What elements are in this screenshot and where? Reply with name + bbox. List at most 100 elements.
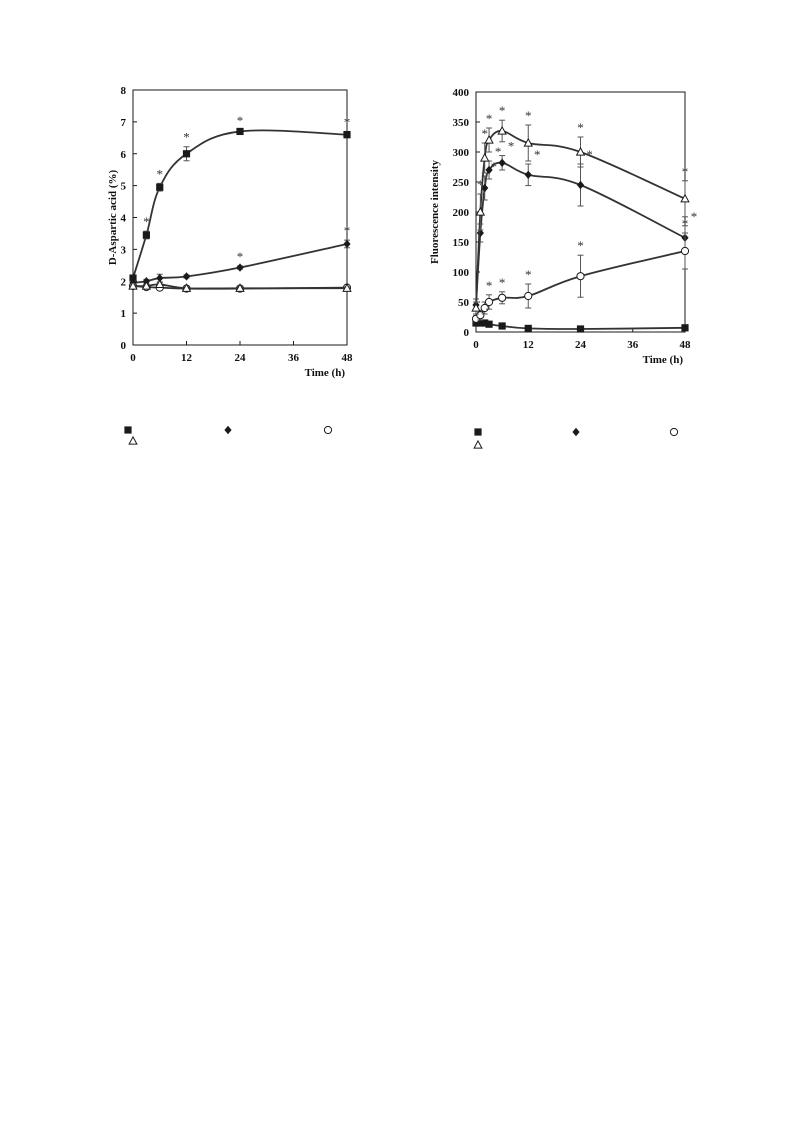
data-point bbox=[481, 183, 489, 193]
data-point bbox=[523, 137, 533, 147]
data-point bbox=[524, 170, 532, 179]
significance-mark: * bbox=[495, 144, 502, 159]
data-point bbox=[498, 322, 506, 330]
data-point bbox=[236, 127, 244, 136]
y-tick-label: 3 bbox=[121, 244, 127, 256]
data-point bbox=[472, 319, 480, 327]
significance-mark: * bbox=[490, 159, 497, 174]
significance-mark: * bbox=[525, 267, 532, 282]
x-tick-label: 0 bbox=[130, 352, 136, 364]
series-filled-square bbox=[472, 319, 689, 333]
legend-open-circle-icon bbox=[323, 425, 333, 435]
data-point bbox=[155, 279, 165, 289]
significance-mark: * bbox=[577, 120, 584, 135]
significance-mark: * bbox=[183, 130, 190, 145]
x-tick-label: 12 bbox=[181, 352, 193, 364]
data-point bbox=[576, 272, 585, 281]
data-point bbox=[481, 319, 489, 327]
data-point bbox=[471, 302, 481, 312]
x-tick-label: 36 bbox=[288, 352, 300, 364]
y-tick-label: 0 bbox=[121, 340, 127, 352]
significance-mark: * bbox=[577, 238, 584, 253]
x-tick-label: 24 bbox=[235, 352, 247, 364]
significance-mark: * bbox=[237, 113, 244, 128]
series-filled-square: * * * * * bbox=[129, 113, 351, 282]
significance-mark: * bbox=[486, 111, 493, 126]
data-point bbox=[484, 297, 494, 307]
data-point bbox=[485, 165, 493, 175]
data-point bbox=[479, 152, 490, 162]
data-point bbox=[235, 283, 245, 292]
significance-mark: * bbox=[143, 214, 150, 229]
series-filled-diamond: ** ** ** bbox=[472, 139, 698, 312]
y-tick-label: 200 bbox=[453, 207, 470, 219]
y-tick-label: 1 bbox=[121, 308, 127, 320]
data-point bbox=[485, 320, 493, 328]
y-tick-label: 50 bbox=[458, 297, 470, 309]
legend-filled-square-icon bbox=[474, 428, 482, 436]
series-open-triangle bbox=[128, 279, 352, 292]
data-point bbox=[576, 180, 585, 190]
x-tick-label: 48 bbox=[342, 352, 354, 364]
data-point bbox=[524, 324, 532, 332]
x-axis-label: Time (h) bbox=[305, 367, 346, 379]
significance-mark: * bbox=[682, 164, 689, 179]
data-point bbox=[498, 158, 506, 167]
data-point bbox=[236, 263, 244, 272]
legend-open-triangle-icon bbox=[128, 435, 138, 445]
y-tick-label: 350 bbox=[453, 117, 470, 129]
data-point bbox=[576, 325, 585, 333]
significance-mark: * bbox=[508, 139, 515, 154]
data-point bbox=[680, 193, 690, 203]
legend-filled-diamond-icon bbox=[224, 425, 232, 435]
data-point bbox=[476, 319, 484, 327]
x-tick-label: 0 bbox=[473, 339, 479, 351]
data-point bbox=[681, 324, 689, 332]
y-tick-label: 2 bbox=[121, 276, 127, 288]
data-point bbox=[142, 231, 150, 239]
x-axis-label: Time (h) bbox=[643, 354, 684, 366]
data-point bbox=[484, 134, 494, 144]
significance-mark: * bbox=[682, 216, 689, 231]
significance-mark: * bbox=[525, 108, 532, 123]
data-point bbox=[497, 125, 507, 135]
y-axis-label: Fluorescence intensity bbox=[429, 160, 441, 264]
x-tick-label: 48 bbox=[680, 339, 692, 351]
y-tick-label: 7 bbox=[121, 117, 127, 129]
data-point bbox=[182, 272, 191, 281]
data-point bbox=[156, 183, 164, 191]
legend-open-triangle-icon bbox=[473, 439, 483, 449]
significance-mark: * bbox=[481, 126, 488, 141]
data-point bbox=[343, 239, 351, 249]
significance-mark: * bbox=[691, 209, 698, 224]
data-point bbox=[476, 311, 485, 320]
data-point bbox=[575, 146, 586, 156]
series-open-circle: * * * * * bbox=[471, 216, 690, 323]
data-point bbox=[480, 303, 489, 313]
data-point bbox=[476, 228, 484, 238]
significance-mark: * bbox=[344, 114, 351, 129]
chart-fluorescence-intensity: 0 50 100 150 200 250 300 350 400 0 12 24 36 48 Time (h… bbox=[429, 87, 697, 366]
y-tick-label: 0 bbox=[464, 327, 470, 339]
legend-left bbox=[124, 425, 333, 445]
significance-mark: * bbox=[157, 166, 164, 181]
y-tick-label: 100 bbox=[453, 267, 470, 279]
data-point bbox=[129, 274, 137, 282]
data-point bbox=[498, 293, 507, 302]
series-open-triangle: **** *** bbox=[471, 103, 690, 315]
legend-open-circle-icon bbox=[669, 427, 679, 437]
x-tick-label: 24 bbox=[575, 339, 587, 351]
series-filled-diamond: ** bbox=[129, 223, 351, 288]
x-tick-label: 12 bbox=[523, 339, 535, 351]
data-point bbox=[156, 273, 164, 283]
y-tick-label: 8 bbox=[121, 85, 127, 97]
significance-mark: * bbox=[534, 147, 541, 162]
y-tick-label: 300 bbox=[453, 147, 470, 159]
data-point bbox=[128, 280, 138, 290]
data-point bbox=[141, 280, 152, 290]
significance-mark: * bbox=[499, 275, 506, 290]
significance-mark: * bbox=[486, 278, 493, 293]
y-tick-label: 250 bbox=[453, 177, 470, 189]
y-tick-label: 150 bbox=[453, 237, 470, 249]
